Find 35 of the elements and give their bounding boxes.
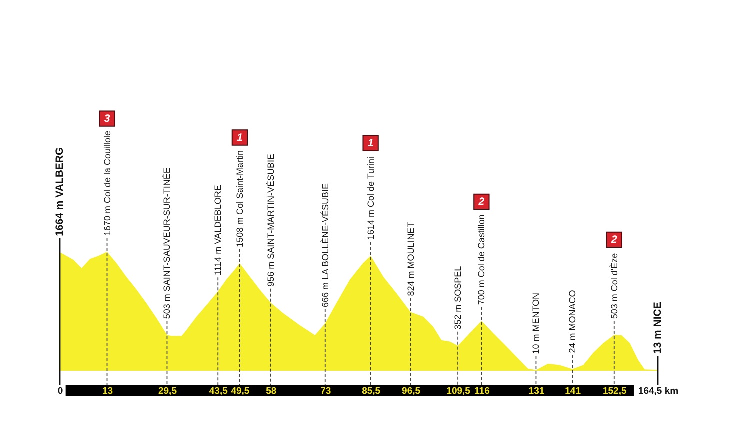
data-label: 24 m MONACO <box>568 290 578 354</box>
x-tick-label: 13 <box>102 386 114 397</box>
x-tick-label: 141 <box>565 386 582 397</box>
x-tick-label: 116 <box>474 386 490 397</box>
x-tick-label: 58 <box>266 386 277 397</box>
text: 2 <box>478 196 485 208</box>
x-tick-label: 96,5 <box>402 386 422 397</box>
text: 1 <box>237 132 244 144</box>
x-tick-label: 73 <box>320 386 332 397</box>
data-label: 700 m Col de Castillon <box>476 214 487 306</box>
x-tick-label: 49,5 <box>231 386 250 397</box>
x-tick-label: 131 <box>528 386 546 397</box>
x-tick-label: 152,5 <box>602 386 628 397</box>
x-tick-label: 43,5 <box>209 386 229 397</box>
text: 3 <box>104 112 110 125</box>
data-label: 503 m Col d'Èze <box>609 253 620 320</box>
data-label: 956 m SAINT-MARTIN-VÉSUBIE <box>266 154 276 287</box>
data-label: 1114 m VALDEBLORE <box>213 185 224 276</box>
x-tick-label: 0 <box>58 386 64 397</box>
x-tick-label: 109,5 <box>446 386 472 397</box>
data-label: 666 m LA BOLLÈNE-VÉSUBIE <box>320 183 330 308</box>
x-tick-label: 164,5 km <box>638 386 679 397</box>
text: 1 <box>368 137 374 150</box>
data-label: 1614 m Col de Turini <box>366 156 376 240</box>
data-label: 352 m SOSPEL <box>453 266 464 330</box>
x-tick-label: 29,5 <box>158 386 178 397</box>
data-label: 503 m SAINT-SAUVEUR-SUR-TINÉE <box>162 168 172 320</box>
data-label: 1664 m VALBERG <box>54 147 66 236</box>
data-label: 1508 m Col Saint-Martin <box>234 150 245 248</box>
data-label: 10 m MENTON <box>531 292 542 354</box>
data-label: 824 m MOULINET <box>406 222 416 296</box>
data-label: 1670 m Col de la Couillole <box>102 130 112 236</box>
text: 2 <box>610 234 618 246</box>
x-tick-label: 85,5 <box>362 386 382 397</box>
data-label: 13 m NICE <box>652 302 664 354</box>
